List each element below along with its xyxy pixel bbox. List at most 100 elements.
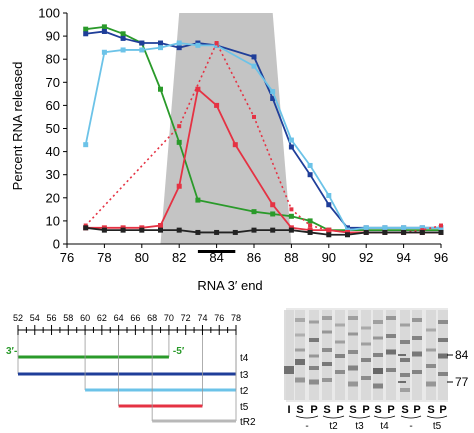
gel-band: [412, 351, 422, 357]
y-axis-label: Percent RNA released: [10, 62, 25, 191]
construct-label: t5: [240, 402, 249, 413]
data-point: [270, 227, 276, 233]
data-point: [120, 227, 126, 233]
data-point: [288, 227, 294, 233]
gel-band: [361, 326, 371, 330]
ruler-label: 64: [114, 313, 124, 323]
gel-band: [438, 320, 448, 324]
series-5: [83, 225, 444, 238]
gel-group-label: t3: [355, 421, 364, 432]
gel-group-bracket: [373, 415, 396, 419]
data-point: [195, 42, 201, 48]
x-tick-label: 86: [247, 250, 261, 265]
gel-band: [295, 318, 305, 322]
y-tick-label: 30: [46, 167, 60, 182]
gel-band: [295, 377, 305, 383]
construct-map: 52 54 56 58 60 62 64 66 68 70 72 74 76 78 t43′- -5′t3t…: [6, 313, 256, 428]
gel-lane: [348, 310, 358, 400]
gel-group-label: t5: [433, 421, 442, 432]
gel-band: [438, 353, 448, 359]
constructs-layer: t4 3′- -5′ t3 t2 t5 tR2: [6, 335, 256, 428]
ruler-label: 70: [164, 313, 174, 323]
data-point: [326, 192, 332, 198]
data-point: [158, 223, 163, 229]
data-point: [176, 40, 182, 46]
data-point: [177, 124, 182, 129]
y-tick-label: 40: [46, 144, 60, 159]
gel-band: [386, 368, 396, 372]
ruler-label: 58: [63, 313, 73, 323]
gel-band: [400, 373, 410, 377]
data-point: [158, 40, 163, 46]
gel-lane: [426, 310, 436, 400]
data-point: [83, 26, 89, 32]
ruler-label: 52: [13, 313, 23, 323]
gel-group-bracket: [348, 415, 371, 419]
x-tick-label: 78: [97, 250, 111, 265]
gel-band: [322, 362, 332, 366]
data-point: [307, 172, 313, 178]
data-point: [158, 86, 163, 92]
data-point: [382, 225, 388, 231]
gel-band: [309, 354, 319, 358]
data-point: [101, 49, 107, 55]
gel-band: [426, 328, 436, 332]
gel-band: [412, 370, 422, 374]
gel-group-labels: - t2 t3 t4 - t5: [295, 415, 448, 432]
marker-77-label: 77: [455, 375, 469, 389]
x-axis-label: RNA 3′ end: [197, 278, 262, 293]
ruler-label: 60: [80, 313, 90, 323]
data-point: [120, 35, 126, 41]
data-point: [101, 227, 107, 233]
ruler-label: 66: [130, 313, 140, 323]
gel-band: [309, 320, 319, 324]
gel-band: [309, 379, 319, 385]
y-tick-label: 20: [46, 190, 60, 205]
data-point: [195, 229, 201, 235]
gel-lane: [295, 310, 305, 400]
gel-lane-label: P: [413, 404, 420, 416]
data-point: [419, 229, 425, 235]
data-point: [326, 228, 331, 233]
gel-band: [426, 348, 436, 352]
gel-group-bracket: [322, 415, 345, 419]
gel-group-label: t4: [380, 421, 389, 432]
region-bar-marker: [197, 250, 236, 253]
gel-band: [348, 332, 358, 336]
data-point: [270, 95, 276, 101]
y-tick-label: 80: [46, 52, 60, 67]
construct-t5: t5: [118, 335, 249, 413]
gel-band: [295, 359, 305, 365]
gel-band: [322, 378, 332, 382]
data-point: [401, 225, 407, 231]
ruler-label: 68: [147, 313, 157, 323]
gel-band: [400, 323, 410, 327]
gel-group-label: -: [305, 421, 308, 432]
construct-t4: t4 3′- -5′: [6, 335, 249, 364]
data-point: [289, 207, 294, 212]
data-point: [363, 229, 369, 235]
ruler-ticks: 52 54 56 58 60 62 64 66 68 70 72 74 76 78: [13, 313, 241, 335]
gel-band: [412, 336, 422, 340]
data-point: [419, 225, 425, 231]
data-point: [288, 137, 294, 143]
gel-band: [361, 342, 371, 346]
gel-band: [400, 388, 410, 392]
data-point: [439, 223, 443, 228]
gel-lane: [322, 310, 332, 400]
gel-lane: [361, 310, 371, 400]
data-point: [176, 139, 182, 145]
gel-group-bracket: [400, 415, 422, 419]
ruler-label: 72: [181, 313, 191, 323]
gel-band: [295, 333, 305, 337]
x-tick-label: 92: [359, 250, 373, 265]
gel-band: [361, 358, 371, 362]
construct-tR2: tR2: [151, 335, 256, 428]
gel-band: [386, 334, 396, 338]
data-point: [401, 229, 407, 235]
gel-lane-label: I: [287, 404, 290, 416]
construct-end-label-left: 3′-: [6, 346, 17, 357]
gel-lane: [386, 310, 396, 400]
gel-lane-label: P: [336, 404, 343, 416]
